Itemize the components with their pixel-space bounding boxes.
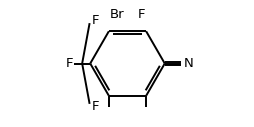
Text: N: N	[183, 57, 193, 70]
Text: F: F	[66, 57, 73, 70]
Text: Br: Br	[109, 8, 124, 21]
Text: F: F	[91, 13, 99, 27]
Text: F: F	[137, 8, 145, 21]
Text: F: F	[91, 100, 99, 114]
